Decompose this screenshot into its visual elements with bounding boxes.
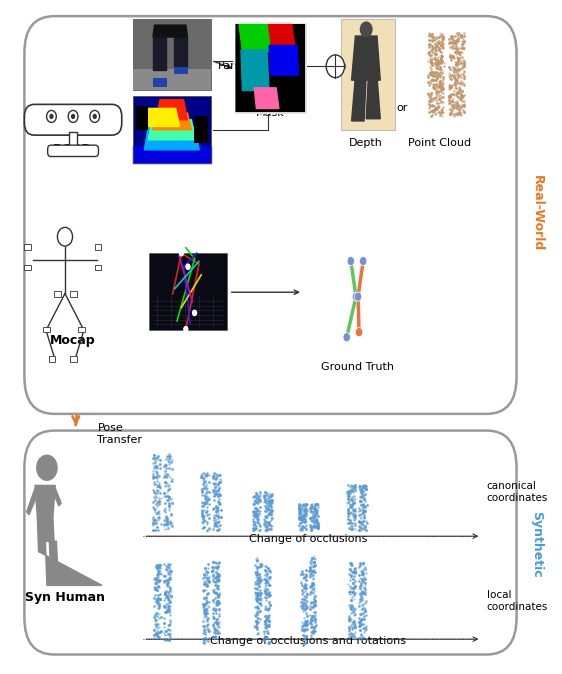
FancyBboxPatch shape (24, 104, 122, 135)
Text: Depth: Depth (349, 138, 383, 148)
Bar (24, 264, 31, 270)
Polygon shape (44, 518, 54, 541)
Circle shape (183, 326, 188, 332)
Bar (70, 291, 77, 297)
Circle shape (57, 227, 72, 246)
Circle shape (68, 111, 78, 123)
Bar (24, 245, 31, 250)
Polygon shape (38, 518, 46, 551)
Text: canonical
coordinates: canonical coordinates (487, 481, 548, 503)
Bar (133, 20, 211, 69)
Bar (69, 132, 78, 148)
Circle shape (179, 250, 184, 257)
Text: Pose
Transfer: Pose Transfer (97, 423, 142, 445)
Text: RGBD: RGBD (53, 144, 93, 156)
Text: Parsing: Parsing (217, 61, 259, 71)
Polygon shape (144, 127, 199, 150)
Circle shape (355, 328, 362, 337)
Text: Mask: Mask (256, 108, 285, 118)
Bar (79, 327, 85, 332)
Circle shape (185, 264, 191, 270)
Polygon shape (152, 113, 192, 130)
Polygon shape (53, 489, 61, 506)
Bar (137, 106, 148, 130)
Text: Change of occlusions: Change of occlusions (249, 534, 368, 544)
FancyBboxPatch shape (24, 431, 516, 654)
Polygon shape (133, 146, 211, 163)
Bar (174, 67, 188, 74)
Text: Syn Human: Syn Human (25, 591, 105, 604)
Bar (54, 291, 61, 297)
Circle shape (354, 292, 362, 301)
Circle shape (47, 111, 56, 123)
Text: Change of occlusions and rotations: Change of occlusions and rotations (210, 636, 406, 646)
Polygon shape (156, 100, 188, 120)
Text: Point Cloud: Point Cloud (408, 138, 472, 148)
Polygon shape (241, 50, 269, 90)
Text: Ground Truth: Ground Truth (320, 362, 393, 372)
FancyBboxPatch shape (48, 145, 98, 156)
Polygon shape (39, 551, 102, 586)
Polygon shape (269, 45, 298, 75)
Circle shape (360, 22, 373, 38)
Bar (153, 78, 167, 87)
Bar (133, 96, 211, 163)
Circle shape (360, 257, 367, 266)
Polygon shape (174, 37, 188, 67)
Circle shape (326, 55, 345, 78)
Text: Real-World: Real-World (531, 175, 543, 251)
Bar (70, 356, 77, 362)
Bar (133, 20, 211, 90)
Text: Synthetic: Synthetic (531, 511, 543, 578)
Bar (235, 23, 306, 113)
Circle shape (93, 114, 97, 119)
Circle shape (90, 111, 99, 123)
Polygon shape (153, 37, 166, 70)
Bar (133, 96, 211, 163)
Bar (194, 117, 208, 143)
FancyBboxPatch shape (24, 16, 516, 414)
Polygon shape (352, 77, 366, 121)
Bar (149, 253, 227, 330)
Bar (43, 327, 50, 332)
Polygon shape (352, 36, 380, 80)
Circle shape (192, 309, 197, 316)
Circle shape (71, 114, 75, 119)
Text: local
coordinates: local coordinates (487, 590, 548, 612)
Circle shape (352, 292, 360, 301)
Bar (95, 245, 101, 250)
Polygon shape (366, 77, 380, 119)
Text: or: or (396, 102, 407, 113)
Polygon shape (254, 88, 279, 109)
Bar (133, 69, 211, 90)
Circle shape (343, 333, 351, 342)
Bar (49, 356, 55, 362)
Polygon shape (144, 109, 180, 127)
Polygon shape (153, 25, 188, 37)
Circle shape (49, 114, 53, 119)
Polygon shape (26, 489, 39, 515)
Circle shape (37, 455, 57, 481)
Circle shape (347, 257, 355, 266)
Polygon shape (239, 23, 270, 52)
Polygon shape (148, 120, 196, 140)
Polygon shape (35, 485, 55, 518)
Bar (234, 23, 306, 113)
Polygon shape (264, 23, 295, 48)
Polygon shape (49, 541, 58, 566)
Text: Mocap: Mocap (50, 334, 96, 347)
Bar (95, 264, 101, 270)
Bar (341, 20, 395, 130)
